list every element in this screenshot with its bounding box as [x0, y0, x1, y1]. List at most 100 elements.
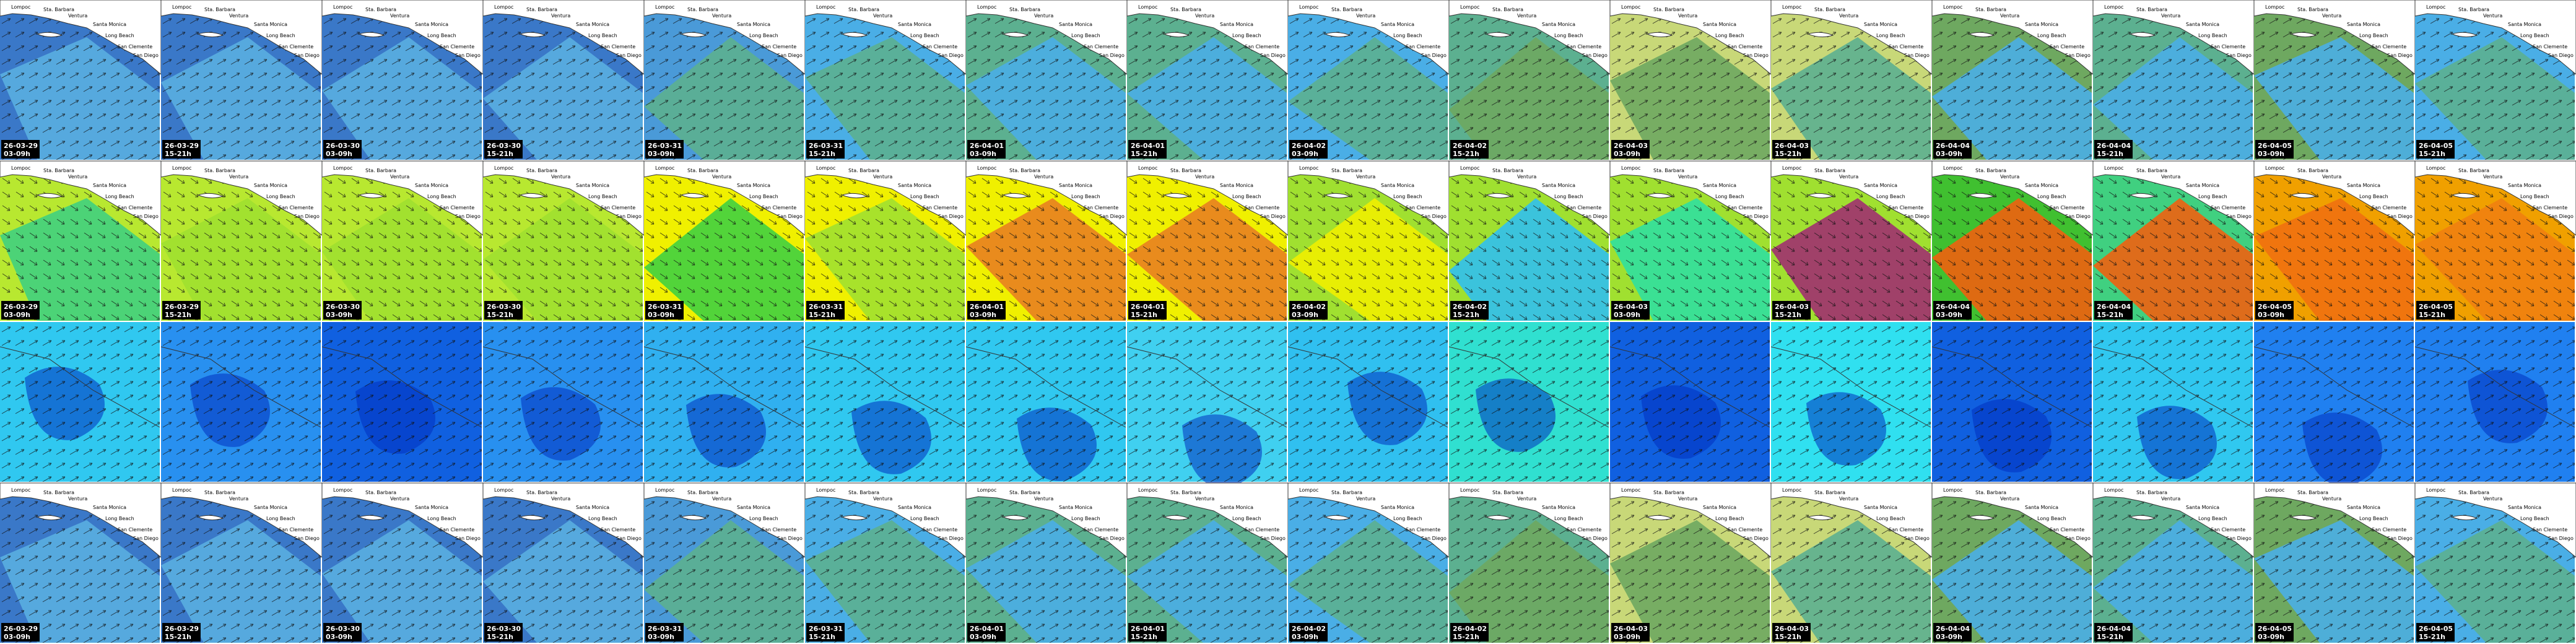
place-label: Santa Monica — [93, 505, 126, 510]
place-label: Ventura — [1517, 496, 1536, 502]
island — [1485, 32, 1512, 38]
place-label: San Clemente — [2211, 527, 2245, 533]
time-label: 15-21h — [809, 150, 835, 158]
place-label: Sta. Barbara — [1653, 490, 1684, 495]
place-label: Lompoc — [2426, 487, 2445, 493]
place-label: Sta. Barbara — [1492, 168, 1523, 173]
map-tile — [2414, 322, 2575, 482]
wind-arrows — [1771, 322, 1931, 482]
place-label: San Diego — [2065, 214, 2091, 219]
place-label: Sta. Barbara — [1814, 168, 1845, 173]
land — [2414, 0, 2576, 75]
place-label: Ventura — [2161, 174, 2180, 180]
date-box — [1772, 623, 1811, 642]
island — [2129, 515, 2156, 521]
place-label: San Clemente — [1084, 205, 1118, 211]
place-label: Sta. Barbara — [1170, 168, 1201, 173]
place-label: Long Beach — [1393, 194, 1422, 199]
date-box — [323, 623, 362, 642]
date-label: 26-03-30 — [487, 142, 521, 150]
date-label: 26-04-03 — [1775, 625, 1809, 633]
place-label: Long Beach — [588, 194, 617, 199]
place-label: Sta. Barbara — [2458, 168, 2489, 173]
place-label: Ventura — [1678, 174, 1697, 180]
date-label: 26-04-02 — [1292, 625, 1326, 633]
date-box — [1772, 140, 1811, 159]
date-box — [1, 140, 40, 159]
place-label: Long Beach — [1071, 194, 1100, 199]
place-label: San Diego — [777, 536, 803, 541]
place-label: Lompoc — [1299, 165, 1318, 171]
place-label: Lompoc — [333, 487, 352, 493]
island — [2290, 32, 2317, 38]
coastline — [1448, 346, 1609, 428]
place-label: San Diego — [1260, 536, 1286, 541]
date-box — [1128, 301, 1167, 320]
time-label: 15-21h — [487, 150, 513, 158]
place-label: San Clemente — [923, 527, 957, 533]
place-label: Ventura — [2161, 496, 2180, 502]
island — [680, 515, 707, 521]
map-tile — [2092, 322, 2253, 482]
place-label: Ventura — [1195, 174, 1214, 180]
island — [1968, 193, 1995, 199]
place-label: Ventura — [229, 13, 248, 19]
place-label: San Diego — [1743, 53, 1769, 58]
place-label: Lompoc — [2265, 165, 2284, 171]
place-label: San Clemente — [1889, 205, 1923, 211]
place-label: Sta. Barbara — [1814, 490, 1845, 495]
time-label: 03-09h — [1614, 150, 1640, 158]
island — [1002, 515, 1029, 521]
place-label: Sta. Barbara — [43, 7, 74, 12]
place-label: Santa Monica — [1220, 22, 1253, 27]
place-label: Ventura — [390, 496, 409, 502]
place-label: San Clemente — [2533, 44, 2567, 50]
place-label: San Clemente — [1406, 527, 1440, 533]
place-label: San Clemente — [118, 205, 152, 211]
place-label: Sta. Barbara — [1492, 7, 1523, 12]
place-label: Santa Monica — [2025, 22, 2058, 27]
place-label: Santa Monica — [1059, 22, 1092, 27]
time-label: 03-09h — [326, 311, 352, 319]
date-label: 26-04-04 — [2097, 625, 2131, 633]
place-label: Sta. Barbara — [687, 490, 718, 495]
place-label: Sta. Barbara — [2136, 490, 2167, 495]
date-label: 26-03-30 — [487, 625, 521, 633]
time-label: 15-21h — [1453, 311, 1479, 319]
island — [1163, 515, 1190, 521]
place-label: San Diego — [1904, 53, 1930, 58]
date-box — [323, 301, 362, 320]
place-label: San Diego — [777, 214, 803, 219]
place-label: Long Beach — [2198, 33, 2227, 38]
place-label: Lompoc — [1621, 487, 1640, 493]
time-label: 15-21h — [2419, 311, 2445, 319]
place-label: Ventura — [1839, 496, 1858, 502]
place-label: Long Beach — [427, 194, 456, 199]
date-label: 26-04-04 — [1936, 303, 1970, 311]
place-label: Long Beach — [2037, 33, 2066, 38]
place-label: Sta. Barbara — [848, 490, 879, 495]
place-label: San Diego — [2387, 53, 2413, 58]
place-label: San Diego — [455, 214, 481, 219]
map-tile — [1931, 322, 2092, 482]
time-label: 03-09h — [2258, 633, 2284, 641]
time-label: 03-09h — [1936, 633, 1962, 641]
time-label: 15-21h — [2097, 633, 2123, 641]
date-label: 26-03-29 — [4, 303, 38, 311]
date-box — [967, 301, 1006, 320]
date-label: 26-04-04 — [1936, 625, 1970, 633]
island — [197, 32, 224, 38]
